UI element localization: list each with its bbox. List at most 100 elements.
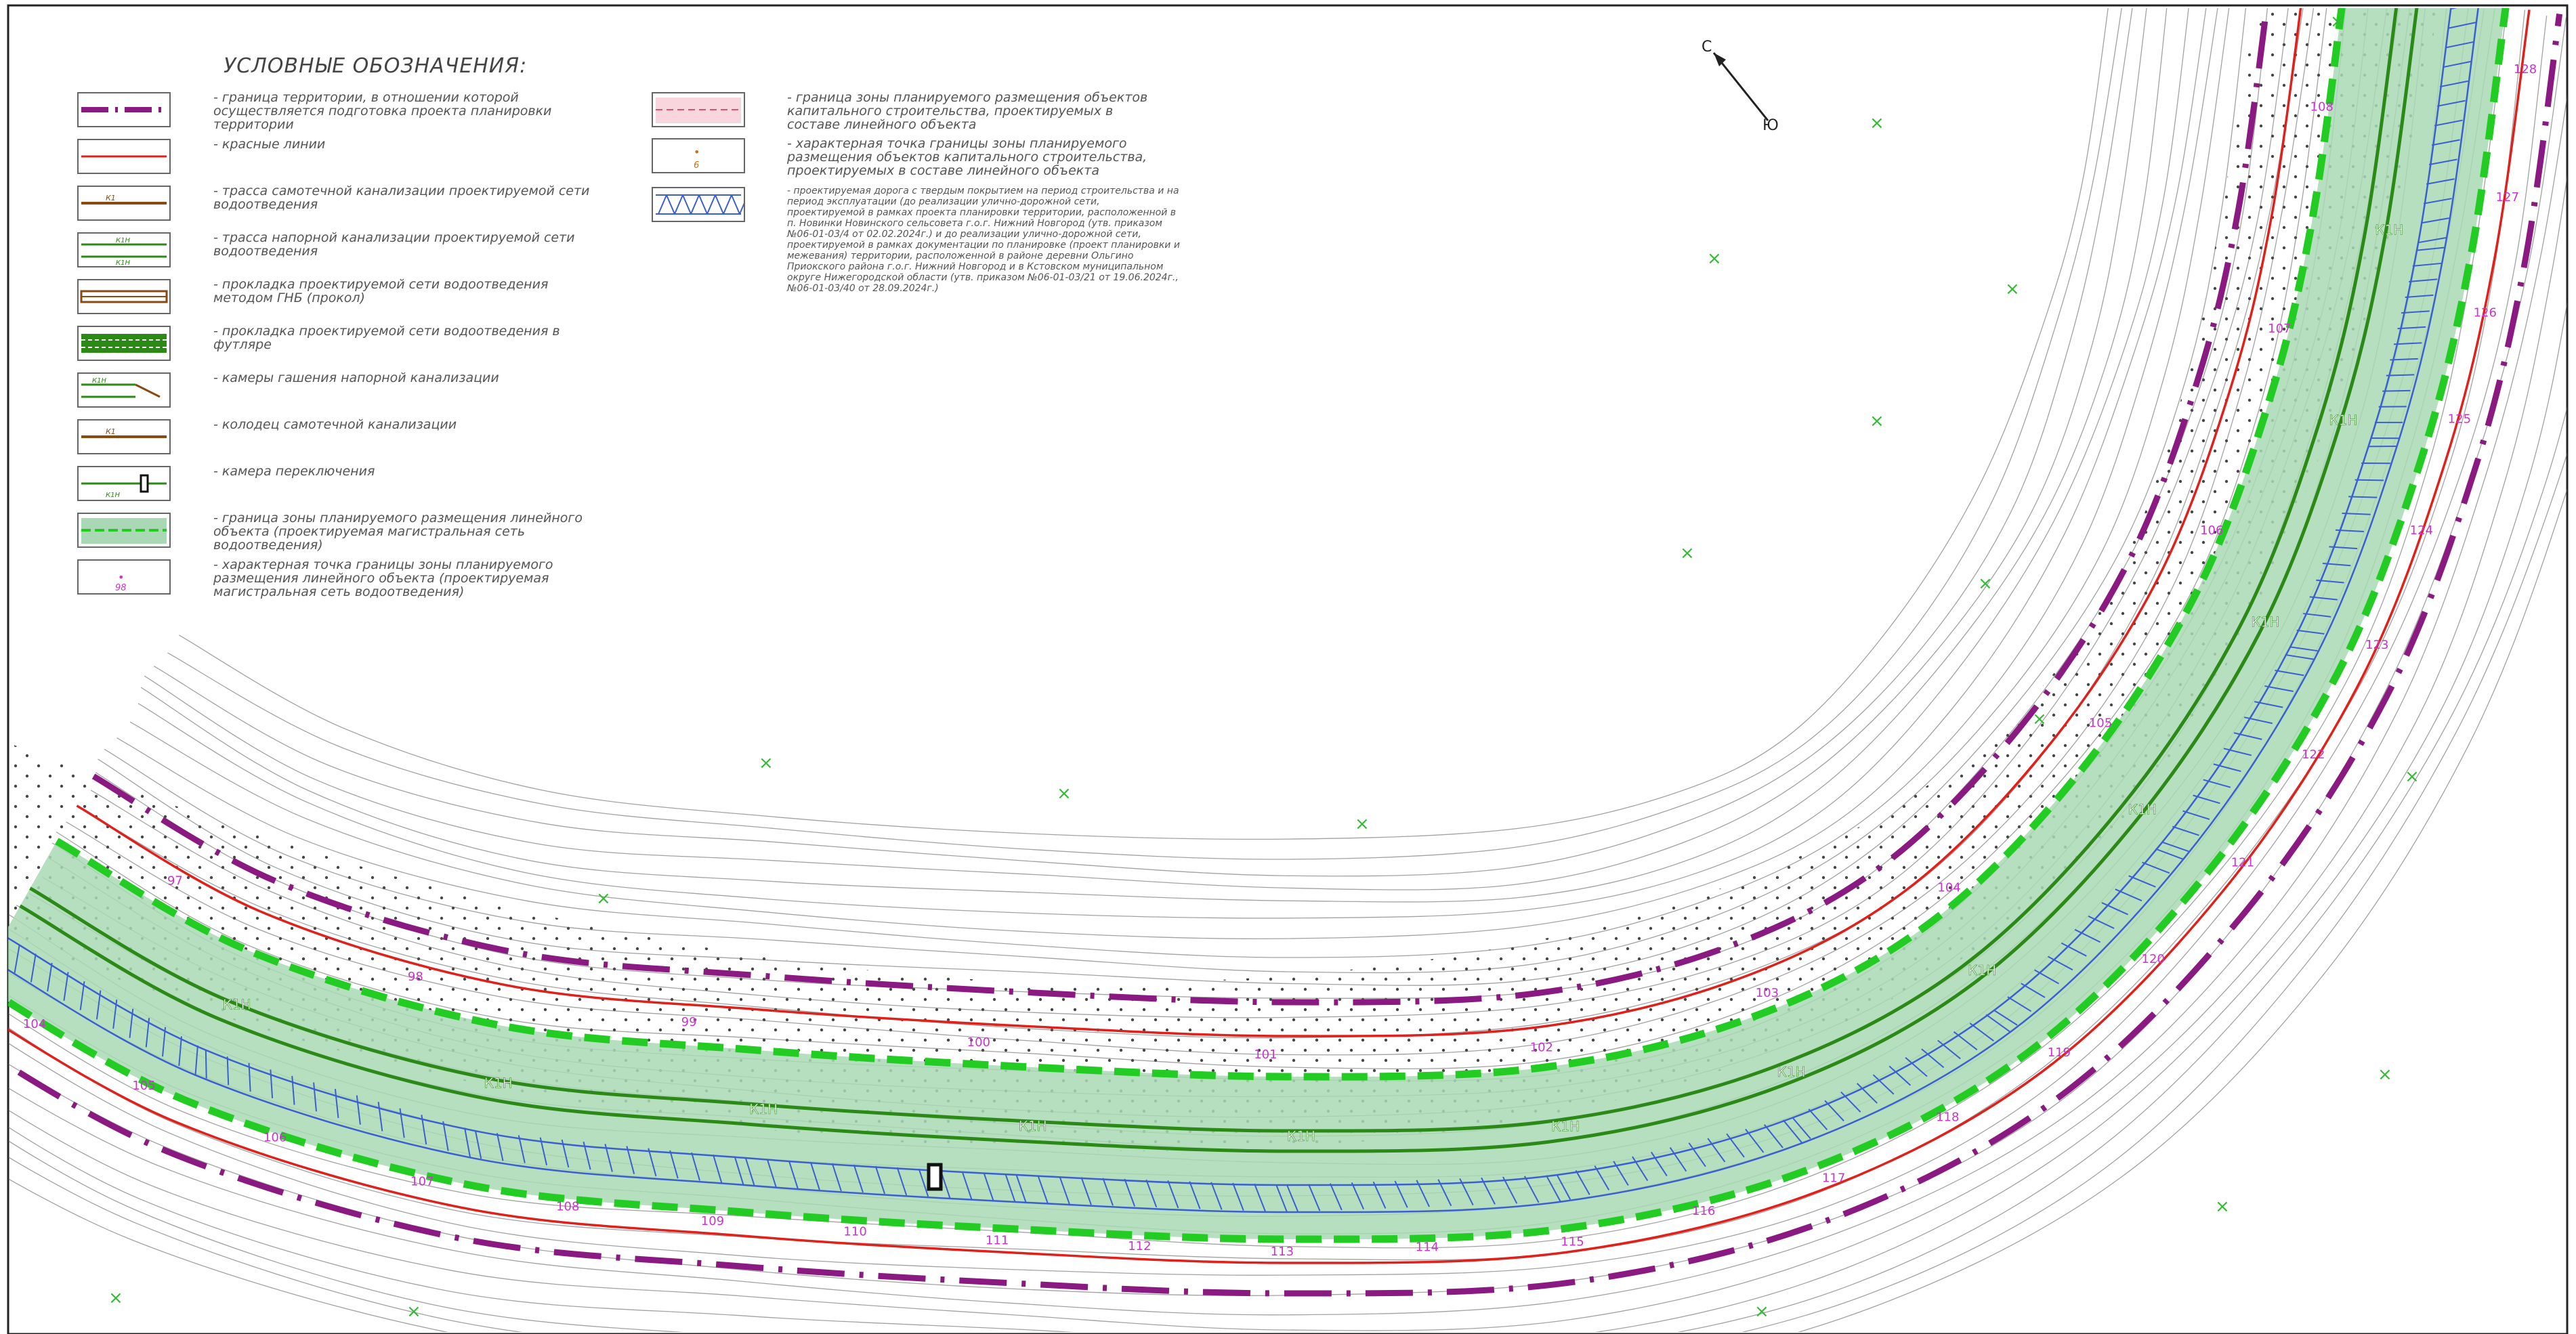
tree-marker: × bbox=[2378, 1064, 2392, 1085]
road-hatch-stroke bbox=[1921, 1048, 1945, 1069]
pressure-sewer-line-1 bbox=[29, 8, 2399, 1133]
legend-swatch-hdd-laying bbox=[77, 279, 171, 314]
boundary-point-label: 118 bbox=[1936, 1111, 1959, 1125]
road-hatch-stroke bbox=[1613, 1161, 1629, 1186]
road-hatch-stroke bbox=[1763, 1124, 1783, 1148]
road-hatch-stroke bbox=[2223, 748, 2252, 756]
road-hatch-stroke bbox=[442, 1121, 449, 1151]
contour-line bbox=[117, 8, 2218, 958]
legend-symbol-capital-point: •6 bbox=[694, 146, 700, 171]
road-hatch-stroke bbox=[2172, 825, 2199, 836]
legend-symbol-red-line bbox=[81, 155, 167, 158]
contour-line bbox=[140, 8, 2168, 903]
svg-text:98: 98 bbox=[115, 583, 127, 593]
road-hatch-stroke bbox=[1254, 1183, 1266, 1212]
legend-title: УСЛОВНЫЕ ОБОЗНАЧЕНИЯ: bbox=[224, 54, 528, 78]
north-label: С bbox=[1702, 39, 1712, 56]
boundary-point-label: 104 bbox=[23, 1017, 46, 1031]
road-hatch-stroke bbox=[1059, 1176, 1070, 1205]
road-hatch-stroke bbox=[270, 1069, 274, 1098]
legend-text-casing-laying: - прокладка проектируемой сети водоотвед… bbox=[213, 324, 560, 352]
boundary-point-label: 99 bbox=[681, 1015, 697, 1029]
road-hatch-stroke bbox=[809, 1161, 820, 1190]
road-hatch-stroke bbox=[2420, 217, 2449, 224]
road-hatch-stroke bbox=[356, 1095, 361, 1125]
road-hatch-stroke bbox=[734, 1157, 744, 1186]
legend-text-pressure-sewer: - трасса напорной канализации проектируе… bbox=[213, 230, 575, 259]
boundary-point-label: 116 bbox=[1692, 1204, 1715, 1218]
boundary-point-label: 112 bbox=[1128, 1239, 1151, 1253]
contour-line bbox=[8, 8, 2508, 1249]
road-hatch-stroke bbox=[2426, 178, 2455, 185]
road-hatch-stroke bbox=[1459, 1178, 1474, 1206]
road-hatch-stroke bbox=[2233, 732, 2262, 740]
boundary-point-label: 113 bbox=[1271, 1245, 1294, 1259]
linear-object-zone bbox=[8, 8, 2506, 1240]
road-hatch-stroke bbox=[2423, 198, 2452, 205]
road-hatch-stroke bbox=[583, 1141, 591, 1170]
boundary-point-label: 120 bbox=[2142, 952, 2165, 966]
road-hatch-stroke bbox=[1351, 1182, 1365, 1210]
contour-line bbox=[129, 8, 2207, 939]
boundary-point-label: 127 bbox=[2496, 190, 2519, 205]
legend-text-linear-zone: - граница зоны планируемого размещения л… bbox=[213, 511, 583, 553]
road-hatch-stroke bbox=[2316, 579, 2344, 584]
road-hatch-stroke bbox=[1556, 1174, 1571, 1200]
road-hatch-stroke bbox=[1937, 1039, 1961, 1060]
road-hatch-stroke bbox=[1015, 1174, 1027, 1203]
road-hatch-stroke bbox=[464, 1127, 471, 1158]
road-hatch-stroke bbox=[831, 1163, 842, 1192]
boundary-point-label: 110 bbox=[843, 1224, 866, 1239]
road-hatch-stroke bbox=[1210, 1182, 1223, 1210]
paved-road-hatch bbox=[14, 8, 2476, 1213]
road-hatch-stroke bbox=[2047, 955, 2073, 971]
legend-symbol-damping-chamber: К1Н bbox=[81, 377, 161, 398]
legend-symbol-linear-zone bbox=[81, 518, 167, 544]
boundary-point-label: 123 bbox=[2365, 638, 2388, 652]
tree-marker: × bbox=[2405, 767, 2420, 787]
legend-symbol-pressure-sewer: К1Н К1Н bbox=[81, 237, 167, 267]
contour-line bbox=[179, 8, 2109, 840]
terrain-dots-area bbox=[14, 8, 2438, 1151]
road-hatch-stroke bbox=[1993, 1010, 2018, 1026]
road-hatch-stroke bbox=[145, 1018, 150, 1048]
pipe-label: К1Н bbox=[2375, 221, 2403, 238]
contour-line bbox=[8, 93, 2567, 1316]
linear-zone-boundary-outer bbox=[55, 8, 2346, 1081]
road-hatch-stroke bbox=[2275, 670, 2304, 676]
north-arrow: С Ю bbox=[1702, 39, 1779, 134]
boundary-point-label: 108 bbox=[556, 1199, 579, 1213]
road-hatch-stroke bbox=[1856, 1083, 1878, 1104]
road-hatch-stroke bbox=[1124, 1178, 1136, 1207]
contour-line bbox=[144, 8, 2147, 890]
legend-text-capital-zone: - граница зоны планируемого размещения о… bbox=[787, 90, 1148, 132]
red-line-inner bbox=[76, 8, 2302, 1037]
boundary-point-label: 98 bbox=[408, 970, 423, 984]
road-hatch-stroke bbox=[2436, 100, 2466, 107]
road-hatch-stroke bbox=[1688, 1142, 1706, 1167]
boundary-point-label: 104 bbox=[1937, 881, 1960, 895]
planning-boundary-outer bbox=[8, 14, 2563, 1297]
road-hatch-stroke bbox=[853, 1164, 864, 1193]
road-hatch-stroke bbox=[1189, 1181, 1201, 1209]
pipe-label: К1Н bbox=[1019, 1118, 1047, 1134]
tree-marker: × bbox=[1057, 783, 1072, 804]
road-hatch-stroke bbox=[1782, 1119, 1803, 1144]
svg-text:К1Н: К1Н bbox=[116, 259, 130, 266]
road-hatch-stroke bbox=[1286, 1184, 1299, 1212]
pipe-label: К1Н bbox=[1777, 1064, 1806, 1080]
legend-swatch-capital-zone bbox=[652, 92, 745, 127]
road-hatch-stroke bbox=[63, 972, 69, 1002]
pipe-label: К1Н bbox=[484, 1075, 513, 1091]
contour-line bbox=[8, 488, 2567, 1332]
road-hatch-stroke bbox=[1953, 1031, 1978, 1051]
boundary-point-label: 119 bbox=[2048, 1046, 2071, 1060]
road-hatch-stroke bbox=[2193, 794, 2220, 804]
legend-text-capital-point: - характерная точка границы зоны планиру… bbox=[787, 136, 1147, 178]
road-hatch-stroke bbox=[1005, 1174, 1016, 1203]
road-hatch-stroke bbox=[1037, 1175, 1049, 1204]
tree-marker: × bbox=[406, 1301, 421, 1322]
svg-text:•: • bbox=[118, 571, 124, 584]
road-hatch-stroke bbox=[178, 1036, 182, 1067]
